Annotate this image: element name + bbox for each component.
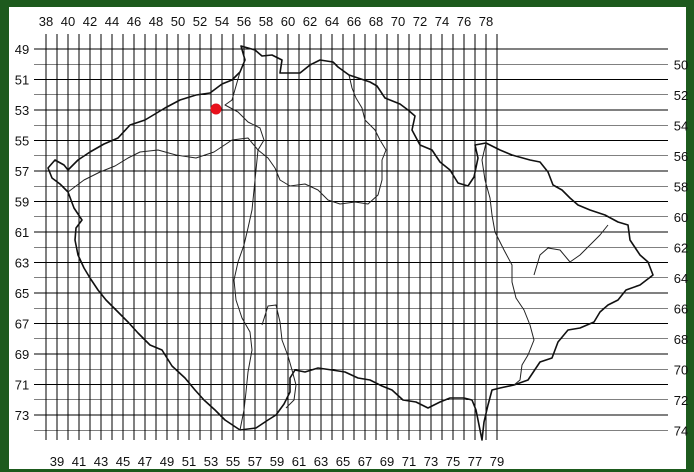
bottom-column-label: 53 (204, 454, 218, 469)
right-row-label: 74 (674, 423, 688, 438)
left-row-label: 55 (15, 134, 29, 149)
top-column-label: 48 (149, 14, 163, 29)
bottom-column-label: 45 (116, 454, 130, 469)
top-column-label: 50 (171, 14, 185, 29)
bottom-column-label: 69 (380, 454, 394, 469)
right-row-label: 54 (674, 118, 688, 133)
bottom-column-label: 65 (336, 454, 350, 469)
bottom-column-label: 71 (402, 454, 416, 469)
left-row-label: 65 (15, 286, 29, 301)
top-column-label: 66 (347, 14, 361, 29)
left-row-label: 49 (15, 42, 29, 57)
bottom-column-label: 79 (490, 454, 504, 469)
region-boundary-east (481, 142, 535, 386)
right-row-label: 60 (674, 210, 688, 225)
left-row-label: 69 (15, 347, 29, 362)
right-row-label: 52 (674, 88, 688, 103)
left-row-label: 51 (15, 73, 29, 88)
region-boundary-north (224, 71, 387, 205)
top-column-label: 44 (105, 14, 119, 29)
bottom-column-label: 67 (358, 454, 372, 469)
left-row-label: 67 (15, 317, 29, 332)
left-row-label: 57 (15, 164, 29, 179)
top-column-label: 52 (193, 14, 207, 29)
right-row-label: 68 (674, 332, 688, 347)
bottom-column-label: 63 (314, 454, 328, 469)
top-column-label: 64 (325, 14, 339, 29)
bottom-column-label: 55 (226, 454, 240, 469)
right-row-label: 58 (674, 179, 688, 194)
top-column-label: 46 (127, 14, 141, 29)
left-row-label: 53 (15, 103, 29, 118)
top-column-label: 74 (435, 14, 449, 29)
bottom-column-label: 75 (446, 454, 460, 469)
bottom-column-label: 43 (94, 454, 108, 469)
top-column-label: 54 (215, 14, 229, 29)
country-border (47, 45, 654, 441)
left-row-label: 73 (15, 408, 29, 423)
region-boundary-northwest (67, 137, 259, 193)
bottom-column-label: 61 (292, 454, 306, 469)
bottom-column-label: 39 (50, 454, 64, 469)
bottom-column-label: 49 (160, 454, 174, 469)
right-row-label: 70 (674, 362, 688, 377)
top-column-label: 78 (479, 14, 493, 29)
top-column-label: 76 (457, 14, 471, 29)
bottom-column-label: 59 (270, 454, 284, 469)
left-row-label: 61 (15, 225, 29, 240)
bottom-column-label: 77 (468, 454, 482, 469)
top-column-label: 68 (369, 14, 383, 29)
left-row-label: 71 (15, 378, 29, 393)
region-boundary-southeast (533, 224, 609, 276)
top-column-label: 40 (61, 14, 75, 29)
left-row-label: 63 (15, 256, 29, 271)
top-column-label: 70 (391, 14, 405, 29)
top-column-label: 42 (83, 14, 97, 29)
right-row-label: 66 (674, 301, 688, 316)
top-column-label: 72 (413, 14, 427, 29)
bottom-column-label: 51 (182, 454, 196, 469)
right-row-label: 50 (674, 57, 688, 72)
top-column-label: 38 (39, 14, 53, 29)
bottom-column-label: 57 (248, 454, 262, 469)
bottom-column-label: 47 (138, 454, 152, 469)
top-column-label: 60 (281, 14, 295, 29)
bottom-column-label: 41 (72, 454, 86, 469)
right-row-label: 64 (674, 271, 688, 286)
top-column-label: 62 (303, 14, 317, 29)
bottom-column-label: 73 (424, 454, 438, 469)
right-row-label: 72 (674, 393, 688, 408)
top-column-label: 56 (237, 14, 251, 29)
right-row-label: 56 (674, 149, 688, 164)
location-marker (210, 103, 222, 115)
map-grid (34, 34, 668, 440)
region-boundary-south (261, 304, 297, 409)
right-row-label: 62 (674, 240, 688, 255)
map-panel (9, 7, 686, 469)
top-column-label: 58 (259, 14, 273, 29)
left-row-label: 59 (15, 195, 29, 210)
region-boundary-central (233, 149, 259, 431)
grid-labels: 38 40 42 44 46 48 50 52 54 56 58 60 62 64 66 68 70 72 74 76… (15, 14, 688, 469)
